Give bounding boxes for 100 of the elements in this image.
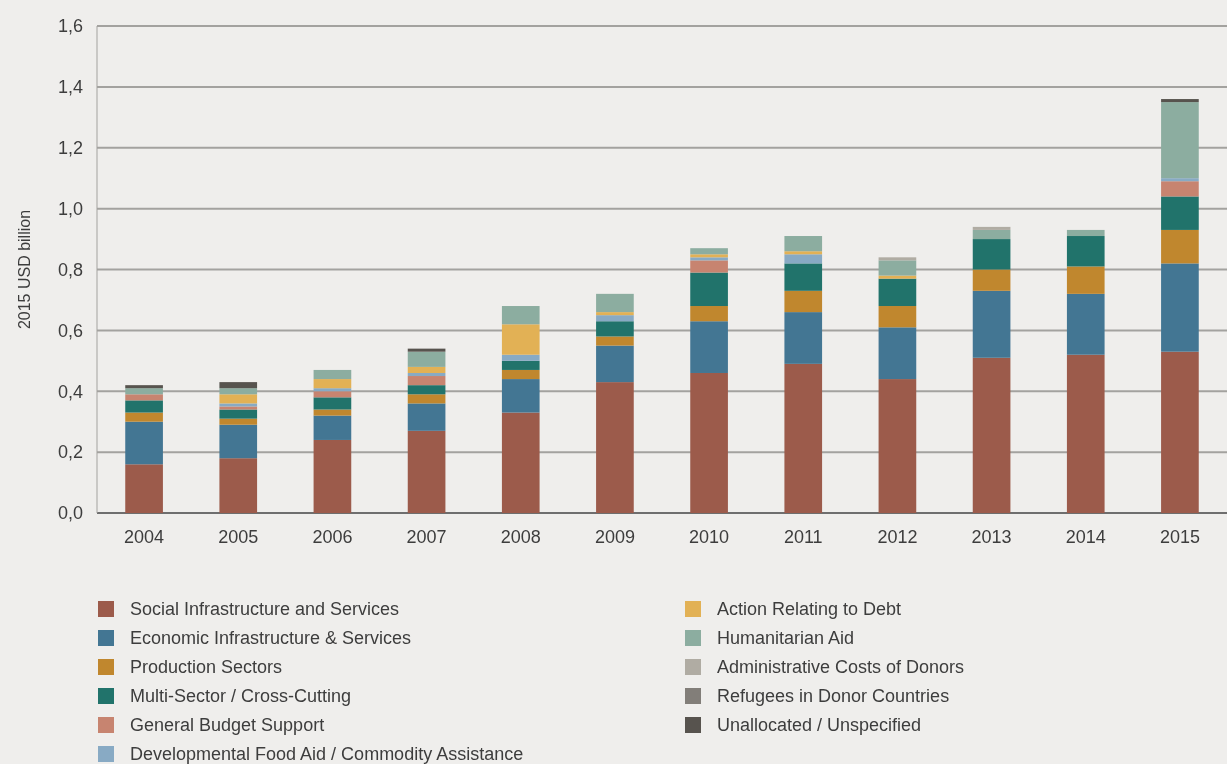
bar	[878, 379, 917, 513]
legend-label: Refugees in Donor Countries	[717, 686, 950, 707]
bar	[407, 385, 446, 395]
bar	[313, 439, 352, 513]
bar	[878, 275, 917, 279]
bar	[1066, 354, 1105, 513]
bar	[313, 379, 352, 389]
bar	[219, 418, 258, 425]
x-tick-label: 2004	[124, 527, 165, 547]
legend-label: Administrative Costs of Donors	[717, 657, 965, 678]
bar	[784, 363, 823, 513]
y-tick-label: 0,2	[57, 442, 83, 463]
bar	[313, 391, 352, 398]
bar	[972, 290, 1011, 358]
bar	[1161, 229, 1199, 264]
x-tick-label: 2006	[312, 527, 353, 547]
bar	[596, 321, 634, 337]
legend-label: Multi-Sector / Cross-Cutting	[130, 686, 352, 707]
bar	[972, 229, 1011, 240]
bar	[407, 430, 446, 513]
bar	[219, 382, 258, 389]
bar	[596, 315, 634, 322]
bar	[125, 394, 163, 401]
bar	[972, 239, 1011, 270]
bar	[1161, 263, 1199, 352]
bar	[690, 260, 728, 273]
bar	[1161, 351, 1199, 513]
x-tick-label: 2010	[689, 527, 730, 547]
bar	[690, 372, 728, 513]
y-tick-label: 0,4	[57, 381, 83, 402]
bar	[784, 254, 823, 264]
x-tick-label: 2009	[594, 527, 635, 547]
x-tick-label: 2005	[218, 527, 259, 547]
x-tick-label: 2011	[783, 527, 823, 547]
y-tick-label: 0,8	[57, 259, 83, 280]
bar	[501, 354, 540, 361]
bar	[1066, 236, 1105, 267]
bar	[596, 345, 634, 383]
legend-label: General Budget Support	[130, 715, 325, 736]
legend-label: Action Relating to Debt	[717, 599, 902, 620]
y-tick-label: 0,6	[57, 320, 83, 341]
bar	[501, 412, 540, 513]
bar	[125, 412, 163, 422]
x-tick-label: 2014	[1065, 527, 1106, 547]
bar	[596, 293, 634, 313]
bar	[501, 369, 540, 380]
bar	[878, 278, 917, 307]
bar	[313, 397, 352, 410]
bar	[125, 385, 163, 389]
bar	[972, 269, 1011, 291]
bar	[878, 260, 917, 276]
bar	[125, 421, 163, 465]
bar	[1066, 229, 1105, 237]
bar	[972, 357, 1011, 513]
bar	[313, 415, 352, 440]
bar	[1161, 196, 1199, 230]
bar	[1161, 178, 1199, 182]
bar	[784, 290, 823, 313]
y-tick-label: 1,4	[57, 77, 83, 98]
bar	[596, 336, 634, 346]
bar	[501, 324, 540, 355]
bar	[784, 236, 823, 252]
bar	[784, 312, 823, 364]
y-tick-label: 0,0	[57, 503, 83, 524]
bar	[1066, 293, 1105, 355]
bar	[1066, 266, 1105, 294]
bar	[125, 388, 163, 395]
x-tick-label: 2008	[500, 527, 541, 547]
x-tick-label: 2007	[406, 527, 447, 547]
x-tick-label: 2013	[971, 527, 1012, 547]
bar	[125, 464, 163, 513]
bar	[690, 248, 728, 255]
bar	[407, 403, 446, 431]
legend-label: Economic Infrastructure & Services	[130, 628, 412, 649]
bar	[690, 272, 728, 307]
bar	[219, 388, 258, 395]
y-axis-title: 2015 USD billion	[16, 209, 33, 330]
y-tick-label: 1,2	[57, 138, 83, 159]
bar	[690, 306, 728, 322]
bar	[878, 327, 917, 380]
x-tick-label: 2012	[877, 527, 918, 547]
bar	[1161, 181, 1199, 197]
x-tick-label: 2015	[1159, 527, 1200, 547]
legend-label: Humanitarian Aid	[717, 628, 855, 649]
bar	[784, 251, 823, 255]
bar	[219, 458, 258, 513]
bar	[407, 376, 446, 386]
y-tick-label: 1,6	[57, 16, 83, 37]
bar	[219, 394, 258, 404]
bar	[1161, 99, 1199, 103]
bar	[501, 379, 540, 413]
bar	[313, 388, 352, 392]
bar	[219, 424, 258, 459]
bar	[972, 226, 1011, 230]
bar	[313, 409, 352, 416]
bar	[501, 360, 540, 370]
legend-label: Social Infrastructure and Services	[130, 599, 400, 620]
y-tick-label: 1,0	[57, 198, 83, 219]
bar	[878, 257, 917, 261]
bar	[407, 372, 446, 377]
